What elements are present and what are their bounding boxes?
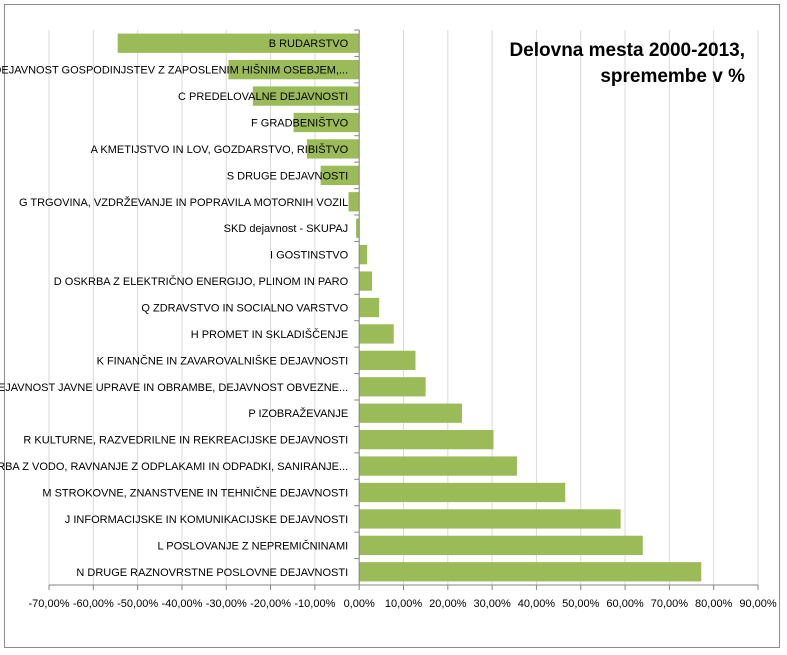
bar	[306, 139, 360, 159]
x-tick-label: 0,00%	[344, 598, 375, 610]
chart-title: Delovna mesta 2000-2013, spremembe v %	[509, 40, 745, 87]
category-label: T DEJAVNOST GOSPODINJSTEV Z ZAPOSLENIM H…	[0, 64, 348, 77]
category-label: L POSLOVANJE Z NEPREMIČNINAMI	[157, 539, 348, 552]
bar	[359, 350, 416, 371]
category-label: G TRGOVINA, VZDRŽEVANJE IN POPRAVILA MOT…	[19, 196, 348, 209]
category-label: C PREDELOVALNE DEJAVNOSTI	[178, 91, 348, 103]
bar	[359, 535, 643, 556]
x-tick-label: 70,00%	[651, 598, 689, 610]
category-label: B RUDARSTVO	[269, 38, 349, 50]
x-tick-label: -50,00%	[117, 598, 158, 610]
x-tick-label: -10,00%	[294, 598, 335, 610]
category-labels: B RUDARSTVO T DEJAVNOST GOSPODINJSTEV Z Z…	[0, 38, 349, 579]
chart-title-line-1: Delovna mesta 2000-2013,	[509, 40, 745, 61]
bar	[359, 456, 517, 476]
gridlines	[48, 30, 759, 585]
x-tick-label: -70,00%	[29, 598, 70, 610]
bar	[359, 429, 494, 450]
category-label: J INFORMACIJSKE IN KOMUNIKACIJSKE DEJAVN…	[65, 514, 348, 526]
category-label: F GRADBENIŠTVO	[251, 117, 349, 130]
bar	[348, 192, 360, 212]
category-label: I GOSTINSTVO	[270, 250, 349, 262]
x-tick-label: 50,00%	[562, 598, 600, 610]
category-label: N DRUGE RAZNOVRSTNE POSLOVNE DEJAVNOSTI	[76, 567, 348, 579]
x-tick-label: 10,00%	[385, 598, 423, 610]
x-tick-label: 40,00%	[518, 598, 556, 610]
category-label: A KMETIJSTVO IN LOV, GOZDARSTVO, RIBIŠTV…	[91, 143, 349, 156]
category-label: P IZOBRAŽEVANJE	[248, 407, 348, 420]
x-tick-label: 20,00%	[429, 598, 467, 610]
bar	[252, 86, 360, 106]
bar	[359, 482, 566, 503]
bars	[117, 33, 702, 582]
x-tick-label: -40,00%	[161, 598, 202, 610]
bar	[320, 165, 360, 186]
category-label: D OSKRBA Z ELEKTRIČNO ENERGIJO, PLINOM I…	[54, 275, 349, 288]
bar	[359, 403, 462, 423]
bar	[359, 244, 368, 265]
bar	[293, 112, 360, 133]
bar	[359, 297, 380, 318]
bar	[356, 218, 360, 238]
category-label: S DRUGE DEJAVNOSTI	[227, 170, 348, 182]
x-tick-label: -30,00%	[206, 598, 247, 610]
bar	[117, 33, 360, 53]
x-tick-label: -60,00%	[73, 598, 114, 610]
bar	[359, 324, 394, 344]
x-axis: -70,00% -60,00% -50,00% -40,00% -30,00% -20,0…	[29, 29, 777, 610]
category-label: OSKRBA Z VODO, RAVNANJE Z ODPLAKAMI IN O…	[0, 461, 348, 473]
category-label: O DEJAVNOST JAVNE UPRAVE IN OBRAMBE, DEJ…	[0, 382, 348, 394]
category-label: R KULTURNE, RAZVEDRILNE IN REKREACIJSKE …	[23, 435, 348, 447]
x-tick-label: 60,00%	[606, 598, 644, 610]
x-tick-label: -20,00%	[250, 598, 291, 610]
category-label: K FINANČNE IN ZAVAROVALNIŠKE DEJAVNOSTI	[97, 354, 349, 367]
x-tick-label: 80,00%	[695, 598, 733, 610]
bar	[359, 271, 373, 291]
category-label: SKD dejavnost - SKUPAJ	[224, 223, 349, 235]
bar	[228, 59, 360, 80]
x-tick-label: 30,00%	[473, 598, 511, 610]
bar	[359, 509, 621, 529]
bar	[359, 562, 702, 582]
x-tick-label: 90,00%	[739, 598, 777, 610]
category-label: M STROKOVNE, ZNANSTVENE IN TEHNIČNE DEJA…	[42, 487, 348, 500]
category-label: H PROMET IN SKLADIŠČENJE	[191, 328, 349, 341]
bar	[359, 377, 426, 397]
chart-title-line-2: spremembe v %	[600, 66, 745, 87]
category-label: Q ZDRAVSTVO IN SOCIALNO VARSTVO	[141, 303, 348, 315]
